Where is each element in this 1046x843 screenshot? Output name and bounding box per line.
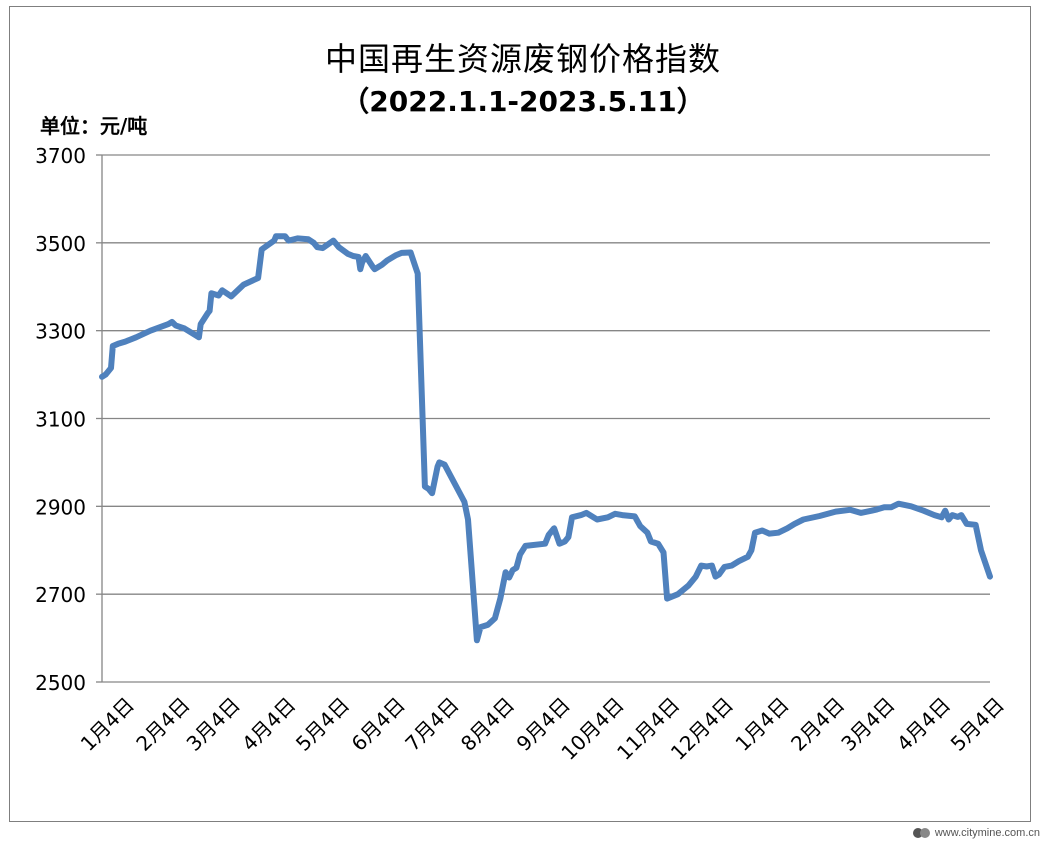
x-tick-label: 7月4日 (400, 693, 463, 756)
y-axis-unit-label: 单位：元/吨 (40, 114, 148, 138)
x-tick-label: 5月4日 (946, 693, 1009, 756)
y-tick-label: 3100 (35, 408, 86, 432)
series-line (99, 233, 993, 644)
x-tick-label: 3月4日 (182, 693, 245, 756)
chart-area (9, 6, 1031, 822)
x-tick-label: 4月4日 (237, 693, 300, 756)
y-tick-label: 3500 (35, 232, 86, 256)
y-tick-label: 3300 (35, 320, 86, 344)
y-tick-label: 2900 (35, 495, 86, 519)
y-tick-label: 2700 (35, 583, 86, 607)
x-tick-label: 4月4日 (892, 693, 955, 756)
x-tick-label: 3月4日 (836, 693, 899, 756)
x-tick-label: 8月4日 (456, 693, 519, 756)
chart-subtitle: （2022.1.1-2023.5.11） (341, 85, 705, 118)
watermark-text: www.citymine.com.cn (934, 827, 1040, 839)
x-tick-label: 2月4日 (786, 693, 849, 756)
chart-title: 中国再生资源废钢价格指数 (324, 40, 721, 78)
x-tick-label: 6月4日 (347, 693, 410, 756)
y-tick-label: 3700 (35, 144, 86, 168)
watermark: www.citymine.com.cn (912, 827, 1040, 839)
x-tick-label: 2月4日 (131, 693, 194, 756)
y-tick-label: 2500 (35, 671, 86, 695)
watermark-logo-icon (912, 827, 931, 839)
x-tick-label: 1月4日 (76, 693, 139, 756)
x-tick-label: 1月4日 (730, 693, 793, 756)
x-tick-label: 5月4日 (291, 693, 354, 756)
